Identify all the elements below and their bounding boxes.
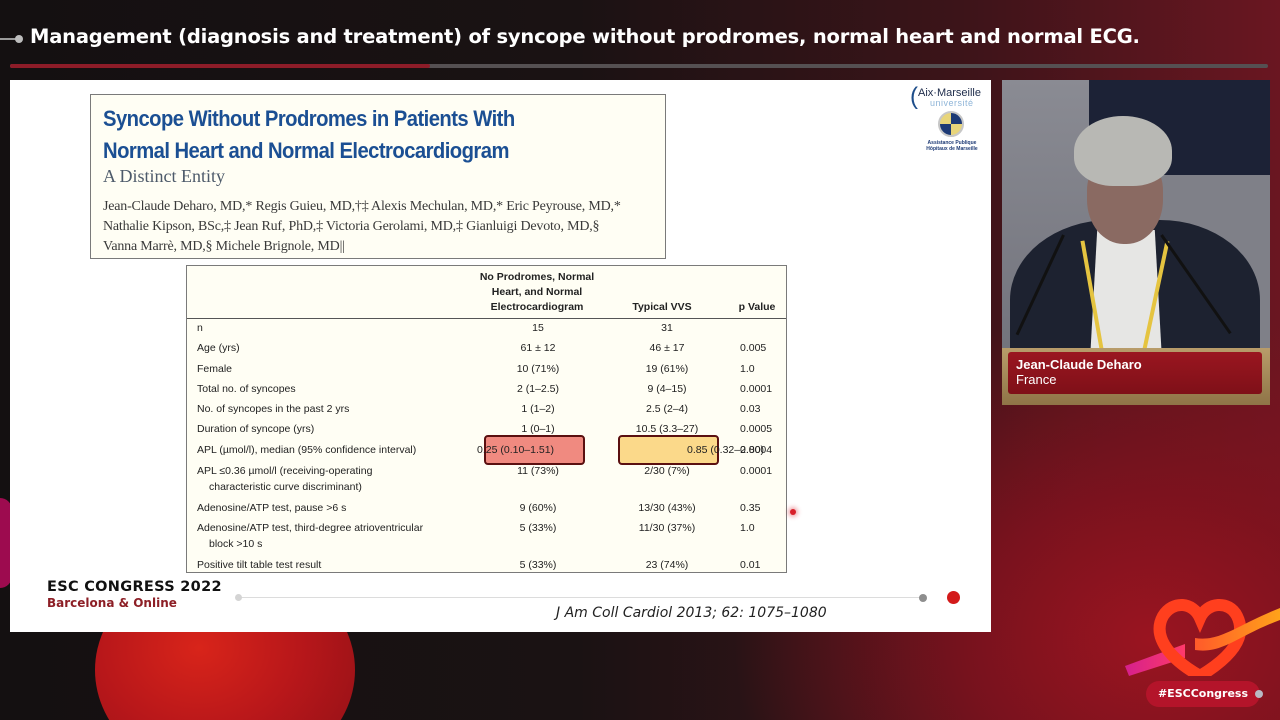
row-label: Adenosine/ATP test, third-degree atriove… <box>197 520 467 552</box>
cell-p-value: 0.0005 <box>740 423 773 435</box>
column-header-p-value: p Value <box>738 301 776 313</box>
row-label-line-2: block >10 s <box>209 538 263 550</box>
speaker-name: Jean-Claude Deharo <box>1016 357 1142 372</box>
column-header-typical-vvs: Typical VVS <box>632 301 692 313</box>
cell-p-value: 0.35 <box>740 502 761 514</box>
row-label: Positive tilt table test result <box>197 559 322 571</box>
slide-footer-line <box>238 597 924 598</box>
row-label: Duration of syncope (yrs) <box>197 423 315 435</box>
congress-name: ESC CONGRESS 2022 <box>47 579 222 595</box>
row-label: n <box>197 322 203 334</box>
row-label: APL (µmol/l), median (95% confidence int… <box>197 444 417 456</box>
cell-p-value: 1.0 <box>740 363 755 375</box>
cell-p-value: 0.01 <box>740 559 761 571</box>
paper-subtitle: A Distinct Entity <box>103 166 226 186</box>
authors-line-2: Nathalie Kipson, BSc,‡ Jean Ruf, PhD,‡ V… <box>103 219 600 234</box>
authors-line-1: Jean-Claude Deharo, MD,* Regis Guieu, MD… <box>103 199 621 214</box>
cell-typical-vvs: 11/30 (37%) <box>638 522 696 534</box>
hospital-name: Assistance Publique Hôpitaux de Marseill… <box>926 140 978 152</box>
cell-no-prodromes: 0.25 (0.10–1.51) <box>477 444 555 456</box>
paper-header-clip: Syncope Without Prodromes in Patients Wi… <box>90 94 666 259</box>
row-label: Adenosine/ATP test, pause >6 s <box>197 502 347 514</box>
cell-p-value: 0.0001 <box>740 383 773 395</box>
progress-track <box>10 64 1268 68</box>
background-magenta-shape <box>0 498 12 588</box>
row-label: Female <box>197 363 233 375</box>
footer-dot-grey-icon <box>919 594 927 602</box>
journal-citation: J Am Coll Cardiol 2013; 62: 1075–1080 <box>556 605 827 621</box>
cell-p-value: 0.0001 <box>740 465 773 477</box>
cell-typical-vvs: 10.5 (3.3–27) <box>635 423 699 435</box>
paper-title-line-1: Syncope Without Prodromes in Patients Wi… <box>103 106 515 131</box>
progress-fill <box>10 64 430 68</box>
cell-typical-vvs: 2.5 (2–4) <box>645 403 689 415</box>
cell-no-prodromes: 1 (0–1) <box>521 423 555 435</box>
cell-no-prodromes: 9 (60%) <box>519 502 557 514</box>
header-bullet-line <box>0 38 16 40</box>
session-header: Management (diagnosis and treatment) of … <box>0 0 1280 68</box>
footer-dot-left-icon <box>235 594 242 601</box>
cell-no-prodromes: 5 (33%) <box>519 559 557 571</box>
row-label-line-2: characteristic curve discriminant) <box>209 481 362 493</box>
cell-no-prodromes: 10 (71%) <box>516 363 560 375</box>
highlight-box-yellow <box>618 435 719 465</box>
cell-no-prodromes: 2 (1–2.5) <box>516 383 560 395</box>
highlight-box-red <box>484 435 585 465</box>
cell-typical-vvs: 31 <box>661 322 673 334</box>
paper-authors: Jean-Claude Deharo, MD,* Regis Guieu, MD… <box>103 197 663 257</box>
cell-typical-vvs: 19 (61%) <box>645 363 689 375</box>
cell-typical-vvs: 46 ± 17 <box>649 342 685 354</box>
speaker-video: Jean-Claude Deharo France <box>1002 80 1270 405</box>
congress-location: Barcelona & Online <box>47 596 177 610</box>
cell-no-prodromes: 5 (33%) <box>519 522 557 534</box>
results-table: No Prodromes, Normal Heart, and Normal E… <box>186 265 787 573</box>
cell-p-value: 1.0 <box>740 522 755 534</box>
paper-title: Syncope Without Prodromes in Patients Wi… <box>103 103 618 167</box>
speaker-name-card: Jean-Claude Deharo France <box>1008 352 1262 394</box>
university-sub: université <box>930 98 974 108</box>
cell-no-prodromes: 1 (1–2) <box>521 403 555 415</box>
cell-typical-vvs: 23 (74%) <box>645 559 689 571</box>
cell-no-prodromes: 15 <box>532 322 544 334</box>
institution-logos: ( Aix·Marseille université Assistance Pu… <box>910 83 990 155</box>
cell-typical-vvs: 2/30 (7%) <box>644 465 690 477</box>
paper-title-line-2: Normal Heart and Normal Electrocardiogra… <box>103 138 509 163</box>
hashtag-badge: #ESCCongress <box>1146 681 1260 707</box>
row-label: Age (yrs) <box>197 342 240 354</box>
hashtag-dot-icon <box>1255 690 1263 698</box>
cell-typical-vvs: 0.85 (0.32–2.80) <box>686 444 765 456</box>
university-logo-mark-icon: ( <box>910 83 918 110</box>
hospital-emblem-icon <box>938 111 964 137</box>
cell-p-value: 0.0004 <box>740 444 773 456</box>
university-name: Aix·Marseille <box>918 87 981 99</box>
row-label-line-1: APL ≤0.36 µmol/l (receiving-operating <box>197 465 373 477</box>
congress-brand: ESC CONGRESS 2022 Barcelona & Online <box>47 579 222 610</box>
esc-heart-logo-icon <box>1125 599 1280 676</box>
cell-typical-vvs: 9 (4–15) <box>647 383 687 395</box>
speaker-country: France <box>1016 372 1057 387</box>
header-bullet-dot-icon <box>15 35 23 43</box>
table-row-highlighted: APL (µmol/l), median (95% confidence int… <box>187 435 786 465</box>
cell-no-prodromes: 11 (73%) <box>517 465 559 477</box>
speaker-shirt <box>1090 230 1162 360</box>
header-divider <box>187 318 786 319</box>
row-label: Total no. of syncopes <box>197 383 296 395</box>
cell-typical-vvs: 13/30 (43%) <box>638 502 696 514</box>
column-header-no-prodromes: No Prodromes, Normal Heart, and Normal E… <box>479 271 595 313</box>
footer-dot-red-icon <box>947 591 960 604</box>
row-label: APL ≤0.36 µmol/l (receiving-operating ch… <box>197 463 467 495</box>
cell-p-value: 0.005 <box>740 342 767 354</box>
row-label: No. of syncopes in the past 2 yrs <box>197 403 350 415</box>
presentation-slide: Syncope Without Prodromes in Patients Wi… <box>10 80 991 632</box>
laser-pointer-dot <box>790 509 796 515</box>
row-label-line-1: Adenosine/ATP test, third-degree atriove… <box>197 522 424 534</box>
authors-line-3: Vanna Marrè, MD,§ Michele Brignole, MD|| <box>103 239 345 254</box>
cell-no-prodromes: 61 ± 12 <box>520 342 556 354</box>
cell-p-value: 0.03 <box>740 403 761 415</box>
session-title: Management (diagnosis and treatment) of … <box>30 25 1140 48</box>
speaker-hair <box>1074 116 1172 186</box>
